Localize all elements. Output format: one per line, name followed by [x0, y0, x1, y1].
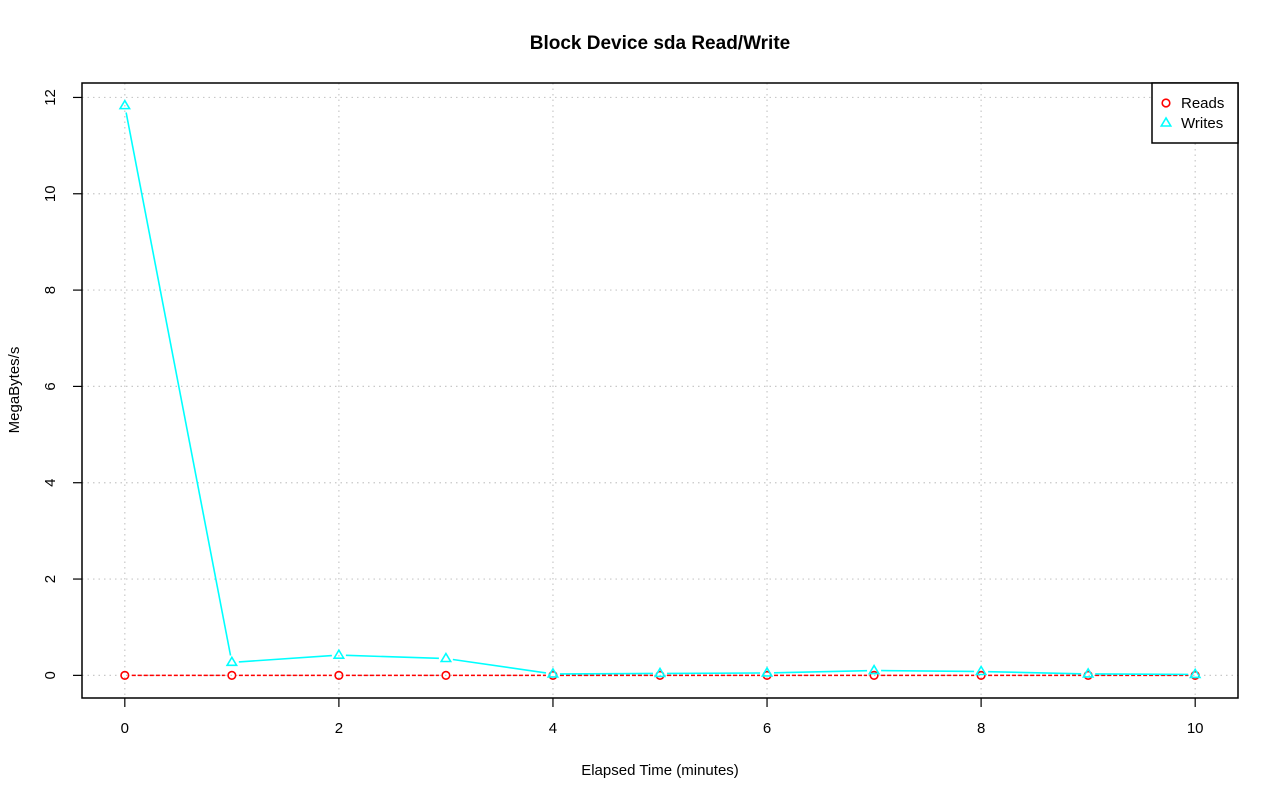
x-tick-label: 6: [763, 720, 771, 737]
legend-label-writes: Writes: [1181, 115, 1223, 132]
series-line-segment-writes: [238, 654, 332, 663]
y-tick-label: 4: [42, 479, 59, 487]
y-tick-label: 12: [42, 89, 59, 106]
data-point-writes: [1189, 667, 1202, 679]
y-axis-label: MegaBytes/s: [6, 347, 23, 434]
y-tick-label: 0: [42, 671, 59, 679]
data-point-writes: [118, 99, 131, 110]
x-tick-label: 10: [1187, 720, 1204, 737]
data-point-reads: [441, 670, 451, 680]
legend-box: [1151, 82, 1239, 144]
data-point-reads: [869, 670, 879, 680]
x-tick-label: 8: [977, 720, 985, 737]
y-tick-label: 10: [42, 185, 59, 202]
data-point-writes: [974, 664, 988, 676]
series-writes: [118, 99, 1202, 679]
data-point-writes: [546, 667, 560, 678]
chart-title: Block Device sda Read/Write: [530, 33, 790, 54]
plot-frame: [81, 82, 1239, 699]
y-tick-label: 8: [42, 286, 59, 294]
series-line-segment-writes: [774, 669, 868, 674]
data-point-reads: [120, 670, 130, 680]
series-line-segment-writes: [452, 658, 547, 674]
data-point-writes: [225, 655, 239, 667]
legend-label-reads: Reads: [1181, 95, 1224, 112]
series-line-segment-writes: [988, 670, 1082, 675]
data-point-reads: [976, 670, 986, 680]
legend-marker-writes: [1159, 116, 1173, 127]
data-point-writes: [867, 663, 881, 675]
data-point-writes: [760, 666, 774, 677]
data-point-writes: [653, 666, 667, 678]
legend: Reads Writes: [1151, 82, 1239, 144]
x-tick-label: 2: [335, 720, 343, 737]
y-tick-label: 6: [42, 382, 59, 390]
series-line-segment-writes: [125, 112, 232, 656]
data-point-reads: [227, 670, 237, 680]
data-point-writes: [1081, 667, 1095, 678]
data-point-writes: [439, 651, 453, 663]
x-tick-label: 4: [549, 720, 557, 737]
y-tick-label: 2: [42, 575, 59, 583]
series-layer: [118, 99, 1202, 680]
x-tick-label: 0: [121, 720, 129, 737]
series-line-segment-writes: [881, 669, 975, 673]
legend-marker-reads: [1161, 98, 1171, 108]
data-point-writes: [332, 648, 346, 659]
x-axis-label: Elapsed Time (minutes): [581, 762, 739, 779]
axes: 0 2 4 6 8 10 0 2 4 6 8 10 12: [42, 89, 1204, 737]
series-line-segment-writes: [345, 654, 439, 660]
data-point-reads: [334, 670, 344, 680]
grid-lines: [82, 83, 1238, 698]
